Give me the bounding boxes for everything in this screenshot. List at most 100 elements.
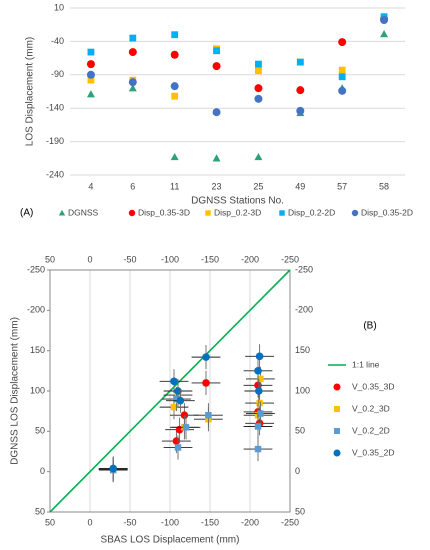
legend-label: V_0.35_2D <box>352 447 395 457</box>
point <box>176 396 185 405</box>
point <box>212 108 221 117</box>
y-tick-label: -90 <box>51 69 64 79</box>
x-top-tick-label: -200 <box>241 254 259 264</box>
point <box>254 367 262 375</box>
point <box>205 411 212 419</box>
legend-marker <box>333 383 341 391</box>
legend-label: Disp_0.35-3D <box>138 207 190 217</box>
point <box>109 464 117 473</box>
legend-label: Disp_0.35-2D <box>361 207 413 217</box>
y-right-tick-label: 50 <box>295 506 305 516</box>
point <box>254 445 262 453</box>
legend-marker <box>333 449 341 457</box>
panel-label: (A) <box>20 208 33 219</box>
point <box>173 395 180 403</box>
point <box>296 58 304 66</box>
point <box>254 94 263 103</box>
legend-label: V_0.2_2D <box>352 425 390 435</box>
legend-marker <box>334 428 340 434</box>
point <box>254 84 263 93</box>
point <box>170 50 179 59</box>
point <box>254 381 262 390</box>
x-tick-label: -100 <box>161 517 179 527</box>
legend-marker <box>205 210 211 216</box>
x-axis-title: SBAS LOS Displacement (mm) <box>101 535 240 546</box>
point <box>254 152 263 161</box>
point <box>338 73 346 81</box>
x-tick-label: -50 <box>123 517 136 527</box>
point <box>128 84 137 92</box>
x-top-tick-label: -250 <box>281 254 299 264</box>
point <box>380 30 389 38</box>
point <box>256 399 263 407</box>
point <box>380 16 389 25</box>
point <box>255 352 264 361</box>
point <box>170 82 179 91</box>
point <box>254 423 262 430</box>
x-top-tick-label: -100 <box>161 254 179 264</box>
x-tick-label: -250 <box>281 517 299 527</box>
point <box>255 67 262 75</box>
y-right-tick-label: 50 <box>295 426 305 436</box>
x-tick-label: 49 <box>295 181 305 191</box>
point <box>170 377 178 386</box>
x-tick-label: 4 <box>88 181 93 191</box>
point <box>174 387 182 395</box>
point <box>338 66 346 74</box>
legend-label: DGNSS <box>68 207 99 217</box>
point <box>86 60 95 69</box>
y-tick-label: -190 <box>46 136 64 146</box>
y-tick-label: 10 <box>54 2 64 12</box>
y-tick-label: 100 <box>30 385 45 395</box>
x-tick-label: 57 <box>337 181 347 191</box>
point <box>128 48 137 57</box>
legend-label: V_0.35_3D <box>352 381 395 391</box>
x-top-tick-label: -50 <box>123 254 136 264</box>
y-tick-label: -240 <box>46 169 64 179</box>
point <box>338 86 347 95</box>
y-tick-label: -250 <box>27 264 45 274</box>
legend-label: Disp_0.2-2D <box>288 207 335 217</box>
point <box>128 78 137 87</box>
y-tick-label: 0 <box>40 466 45 476</box>
y-tick-label: 50 <box>35 506 45 516</box>
legend-marker <box>279 210 285 216</box>
point <box>170 152 179 161</box>
x-top-tick-label: 50 <box>45 254 55 264</box>
plot-frame <box>49 269 291 513</box>
x-tick-label: -200 <box>241 517 259 527</box>
x-axis-title: DGNSS Stations No. <box>191 196 284 207</box>
point <box>257 410 264 417</box>
y-right-tick-label: 0 <box>295 466 300 476</box>
legend-marker <box>128 209 136 217</box>
y-right-tick-label: 150 <box>295 345 310 355</box>
point <box>172 437 181 445</box>
y-tick-label: -200 <box>27 305 45 315</box>
y-right-tick-label: -250 <box>295 264 313 274</box>
y-right-tick-label: -200 <box>295 305 313 315</box>
x-tick-label: 23 <box>212 181 222 191</box>
legend-label: Disp_0.2-3D <box>214 207 261 217</box>
point <box>213 47 220 55</box>
x-tick-label: 50 <box>45 517 55 527</box>
point <box>129 34 137 42</box>
point <box>87 48 95 56</box>
x-tick-label: 11 <box>170 181 179 191</box>
x-tick-label: -150 <box>201 517 219 527</box>
y-right-tick-label: 100 <box>295 385 310 395</box>
point <box>254 387 263 395</box>
y-axis-title: DGNSS LOS Displacement (mm) <box>10 317 21 465</box>
x-tick-label: 58 <box>379 181 389 191</box>
point <box>170 403 178 411</box>
point <box>296 86 305 95</box>
point <box>171 31 179 39</box>
point <box>86 70 95 79</box>
point <box>86 90 95 98</box>
point <box>212 62 221 71</box>
x-top-tick-label: 0 <box>87 254 92 264</box>
legend-marker <box>351 209 359 217</box>
y-axis-title: LOS Displacement (mm) <box>25 37 36 146</box>
point <box>174 444 182 451</box>
x-tick-label: 25 <box>253 181 263 191</box>
legend-marker <box>58 209 66 216</box>
